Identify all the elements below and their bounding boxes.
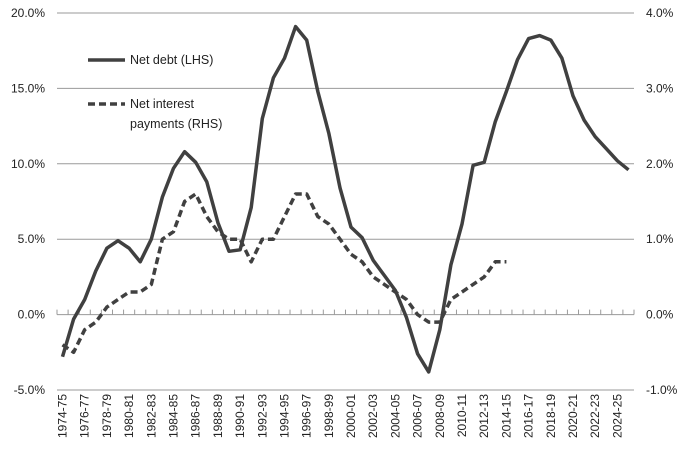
right-axis-tick-label: 2.0%: [646, 157, 674, 171]
x-axis-tick-label: 1990-91: [233, 394, 247, 438]
x-axis-tick-label: 1992-93: [255, 394, 269, 438]
legend-label-net-interest-line2: payments (RHS): [130, 117, 222, 131]
series-lines: [60, 24, 630, 374]
gridlines: [57, 12, 634, 391]
right-axis-tick-label: 0.0%: [646, 308, 674, 322]
left-axis-tick-label: 20.0%: [11, 6, 45, 20]
left-axis-labels: -5.0% 0.0% 5.0% 10.0% 15.0% 20.0%: [11, 6, 45, 397]
x-axis-tick-label: 2018-19: [544, 394, 558, 438]
left-axis-tick-label: 10.0%: [11, 157, 45, 171]
left-axis-tick-label: 15.0%: [11, 81, 45, 95]
right-axis-tick-label: 4.0%: [646, 6, 674, 20]
x-axis-tick-label: 2024-25: [610, 394, 624, 438]
x-axis-tick-label: 1996-97: [300, 394, 314, 438]
legend: Net debt (LHS) Net interest payments (RH…: [88, 53, 222, 131]
x-axis-tick-label: 2006-07: [411, 394, 425, 438]
x-axis-tick-label: 1988-89: [211, 394, 225, 438]
x-axis-labels: 1974-75 1976-77 1978-79 1980-81 1982-83 1984-…: [56, 394, 625, 438]
right-axis-tick-label: -1.0%: [646, 383, 678, 397]
x-axis-tick-label: 2004-05: [388, 394, 402, 438]
zero-baseline: [56, 309, 635, 316]
x-axis-tick-label: 1978-79: [100, 394, 114, 438]
x-axis-tick-label: 2008-09: [433, 394, 447, 438]
x-axis-tick-label: 1980-81: [122, 394, 136, 438]
net-debt-line: [60, 24, 630, 374]
right-axis-labels: -1.0% 0.0% 1.0% 2.0% 3.0% 4.0%: [646, 6, 678, 397]
left-axis-tick-label: -5.0%: [14, 383, 46, 397]
x-axis-tick-label: 1994-95: [277, 394, 291, 438]
legend-label-net-interest-line1: Net interest: [130, 97, 194, 111]
x-axis-tick-label: 2022-23: [588, 394, 602, 438]
left-axis-tick-label: 0.0%: [18, 308, 46, 322]
net-interest-line: [61, 192, 507, 355]
x-axis-tick-label: 2014-15: [499, 394, 513, 438]
left-axis-tick-label: 5.0%: [18, 232, 46, 246]
x-axis-tick-label: 2002-03: [366, 394, 380, 438]
x-axis-tick-label: 2016-17: [522, 394, 536, 438]
x-axis-tick-label: 1986-87: [189, 394, 203, 438]
x-axis-tick-label: 2020-21: [566, 394, 580, 438]
x-axis-tick-label: 1984-85: [167, 394, 181, 438]
x-axis-tick-label: 1976-77: [78, 394, 92, 438]
x-axis-tick-label: 1982-83: [144, 394, 158, 438]
x-axis-tick-label: 2000-01: [344, 394, 358, 438]
x-axis-tick-label: 1974-75: [56, 394, 70, 438]
right-axis-tick-label: 3.0%: [646, 81, 674, 95]
x-axis-tick-label: 2010-11: [455, 394, 469, 437]
x-axis-tick-label: 1998-99: [322, 394, 336, 438]
x-axis-tick-label: 2012-13: [477, 394, 491, 438]
legend-label-net-debt: Net debt (LHS): [130, 53, 213, 67]
right-axis-tick-label: 1.0%: [646, 232, 674, 246]
